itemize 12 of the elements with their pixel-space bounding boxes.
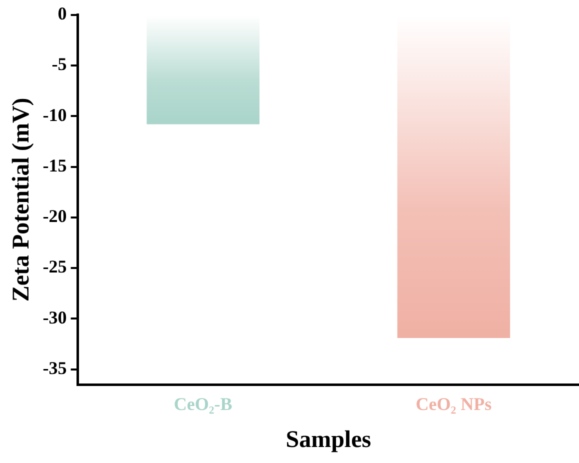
y-tick-label: -10 bbox=[42, 104, 67, 125]
y-tick-label: -30 bbox=[42, 307, 67, 328]
x-axis-title: Samples bbox=[286, 426, 372, 453]
x-tick-label: CeO₂-B bbox=[174, 394, 232, 414]
x-tick-label: CeO₂ NPs bbox=[416, 394, 492, 414]
y-tick-label: -25 bbox=[42, 256, 67, 277]
y-axis-title: Zeta Potential (mV) bbox=[8, 98, 35, 302]
y-tick-label: -5 bbox=[52, 54, 67, 74]
y-tick-label: -35 bbox=[42, 358, 67, 378]
y-tick-label: -20 bbox=[42, 206, 67, 226]
y-tick-label: -15 bbox=[42, 155, 67, 176]
y-tick-label: 0 bbox=[58, 3, 67, 24]
